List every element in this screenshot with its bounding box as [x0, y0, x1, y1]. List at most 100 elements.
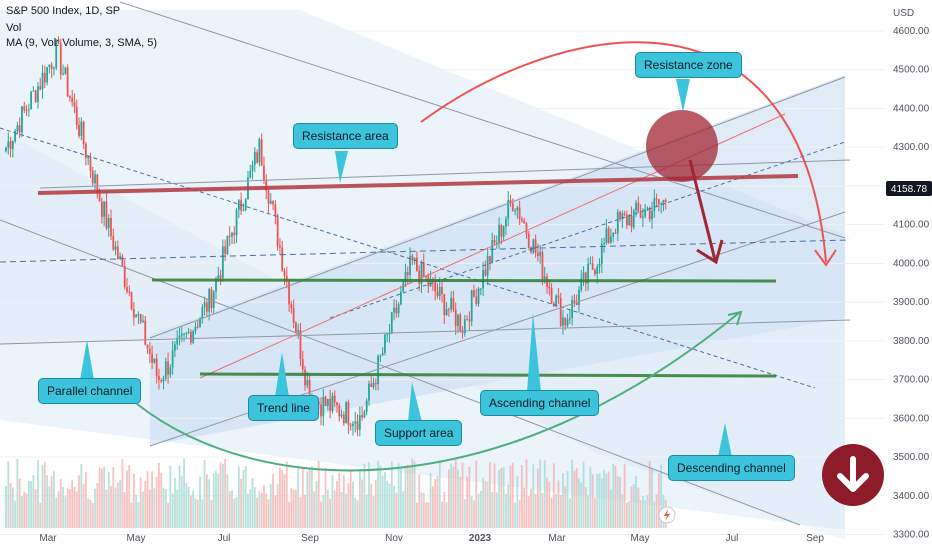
candle-body — [623, 213, 626, 215]
candle-body — [532, 239, 535, 253]
volume-bar — [384, 471, 386, 528]
volume-bar — [274, 495, 277, 528]
volume-bar — [452, 466, 455, 528]
volume-bar — [235, 496, 238, 528]
volume-bar — [534, 493, 537, 528]
volume-bar — [9, 483, 12, 528]
candle-body — [404, 271, 407, 283]
volume-bar — [66, 488, 69, 528]
volume-bar — [34, 489, 37, 528]
volume-bar — [349, 470, 352, 528]
volume-bar — [427, 502, 430, 528]
candle-body — [400, 291, 402, 305]
candle-body — [475, 296, 478, 304]
volume-bar — [288, 501, 290, 528]
volume-bar — [281, 470, 284, 528]
candle-body — [185, 332, 188, 334]
candle-body — [233, 232, 236, 236]
volume-bar — [582, 461, 585, 528]
candle-body — [82, 121, 85, 145]
candle-body — [495, 242, 498, 244]
volume-label[interactable]: Vol — [6, 22, 22, 34]
volume-bar — [648, 460, 651, 528]
volume-bar — [11, 487, 14, 528]
volume-bar — [342, 475, 345, 528]
x-tick-label: Sep — [301, 533, 319, 544]
volume-bar — [621, 494, 624, 528]
candle-body — [167, 361, 169, 375]
volume-bar — [107, 471, 110, 528]
volume-bar — [406, 464, 409, 528]
candle-body — [635, 202, 637, 211]
candle-body — [461, 331, 464, 334]
candle-body — [530, 247, 532, 253]
candle-body — [160, 380, 163, 382]
candle-body — [37, 86, 39, 103]
candle-body — [62, 73, 64, 75]
candle-body — [272, 201, 274, 205]
volume-bar — [486, 482, 489, 528]
candle-body — [607, 228, 610, 243]
volume-bar — [532, 464, 535, 528]
time-axis[interactable]: Mar May Jul Sep Nov 2023 Mar May Jul Sep — [39, 533, 824, 544]
candle-body — [110, 217, 112, 237]
volume-bar — [100, 468, 103, 528]
volume-bar — [507, 484, 510, 528]
candle-body — [477, 288, 480, 304]
volume-bar — [285, 461, 288, 528]
volume-bar — [543, 460, 546, 528]
volume-bar — [69, 488, 71, 528]
volume-bar — [226, 474, 229, 528]
symbol-title[interactable]: S&P 500 Index, 1D, SP — [6, 5, 121, 17]
candle-body — [644, 209, 647, 217]
currency-label: USD — [893, 8, 914, 19]
volume-bar — [37, 459, 39, 528]
callout-trend-line: Trend line — [248, 395, 319, 421]
volume-bar — [461, 462, 464, 528]
price-axis[interactable]: 3300.00 3400.00 3500.00 3600.00 3700.00 3800.… — [893, 26, 930, 541]
volume-bar — [313, 491, 316, 528]
volume-bar — [386, 480, 389, 528]
candle-body — [105, 201, 108, 229]
volume-bar — [632, 484, 635, 528]
volume-bar — [388, 483, 391, 528]
volume-bar — [151, 471, 153, 528]
candle-body — [349, 424, 352, 426]
candle-body — [116, 246, 119, 259]
candle-body — [616, 211, 619, 234]
candle-body — [215, 278, 217, 292]
callout-parallel-channel: Parallel channel — [38, 378, 142, 404]
candle-body — [32, 90, 35, 92]
candle-body — [119, 256, 122, 259]
volume-bar — [203, 460, 206, 528]
volume-bar — [180, 476, 183, 528]
volume-bar — [279, 467, 281, 528]
candle-body — [550, 288, 553, 304]
candle-body — [466, 319, 469, 321]
candle-body — [66, 67, 69, 97]
volume-bar — [600, 478, 603, 528]
candle-body — [516, 207, 519, 211]
candle-body — [386, 334, 389, 336]
candle-body — [541, 251, 544, 280]
volume-bar — [304, 494, 306, 528]
volume-bar — [32, 475, 35, 528]
candle-body — [87, 157, 90, 159]
volume-bar — [114, 487, 117, 528]
volume-bar — [73, 486, 76, 528]
volume-bar — [340, 491, 343, 528]
candle-body — [502, 226, 505, 237]
candle-body — [498, 224, 500, 243]
y-tick-label: 4500.00 — [893, 65, 930, 76]
volume-bar — [84, 471, 87, 528]
y-tick-label: 3300.00 — [893, 530, 930, 541]
candle-body — [23, 106, 26, 110]
candle-body — [292, 307, 295, 323]
pointer-ascending-channel — [527, 313, 541, 392]
candle-body — [637, 202, 640, 212]
volume-bar — [333, 490, 336, 528]
ma-indicator-label[interactable]: MA (9, Vol: Volume, 3, SMA, 5) — [6, 37, 158, 49]
candle-body — [441, 286, 443, 295]
candle-body — [632, 210, 635, 228]
